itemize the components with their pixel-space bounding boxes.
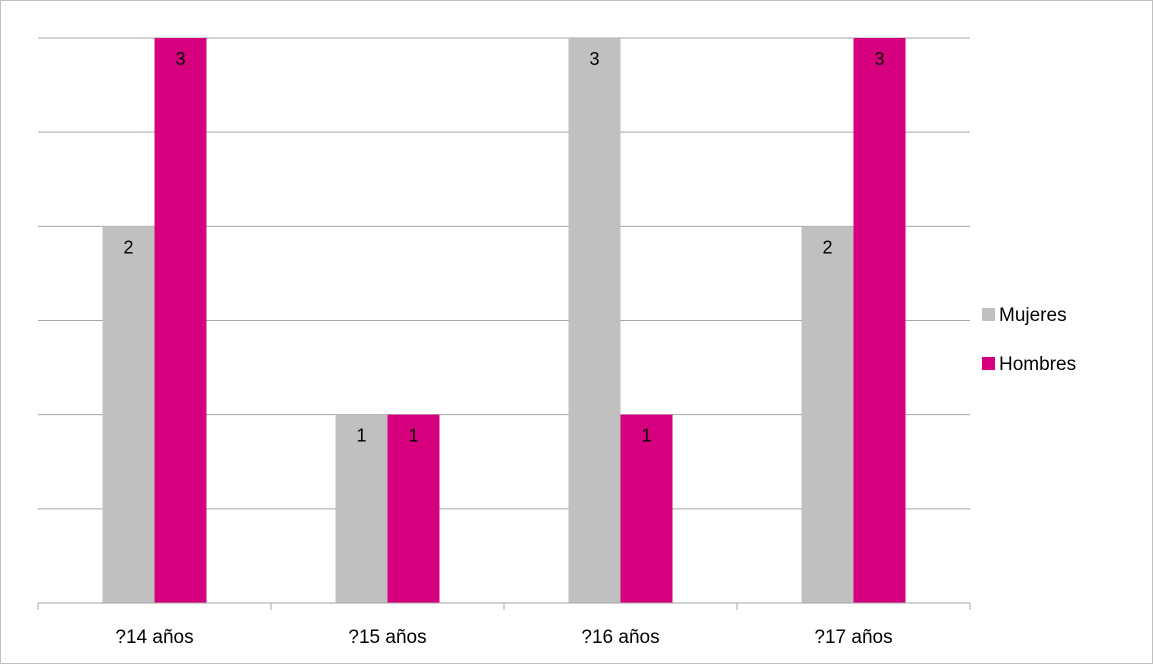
data-label: 2 — [123, 237, 133, 257]
bars — [102, 38, 906, 604]
category-label: ?14 años — [115, 627, 193, 648]
bar-mujeres-3 — [568, 38, 621, 603]
data-labels: 2 3 1 1 3 1 2 3 — [123, 49, 884, 446]
legend-label: Hombres — [999, 354, 1076, 375]
category-label: ?15 años — [348, 627, 426, 648]
data-label: 1 — [356, 426, 366, 446]
data-label: 1 — [408, 426, 418, 446]
bar-hombres-2 — [387, 414, 440, 603]
data-label: 3 — [874, 49, 884, 69]
legend-swatch-mujeres — [982, 308, 995, 321]
legend: Mujeres Hombres — [982, 305, 1076, 375]
data-label: 3 — [589, 49, 599, 69]
category-labels: ?14 años ?15 años ?16 años ?17 años — [115, 627, 892, 648]
category-label: ?17 años — [814, 627, 892, 648]
bar-hombres-4 — [853, 38, 906, 603]
bar-mujeres-2 — [335, 414, 388, 603]
bar-mujeres-1 — [102, 226, 155, 604]
data-label: 3 — [175, 49, 185, 69]
legend-swatch-hombres — [982, 357, 995, 370]
bar-hombres-3 — [620, 414, 673, 603]
x-axis — [37, 602, 971, 610]
legend-label: Mujeres — [999, 305, 1067, 326]
category-label: ?16 años — [581, 627, 659, 648]
data-label: 1 — [641, 426, 651, 446]
bar-mujeres-4 — [801, 226, 854, 604]
bar-hombres-1 — [154, 38, 207, 603]
data-label: 2 — [822, 237, 832, 257]
